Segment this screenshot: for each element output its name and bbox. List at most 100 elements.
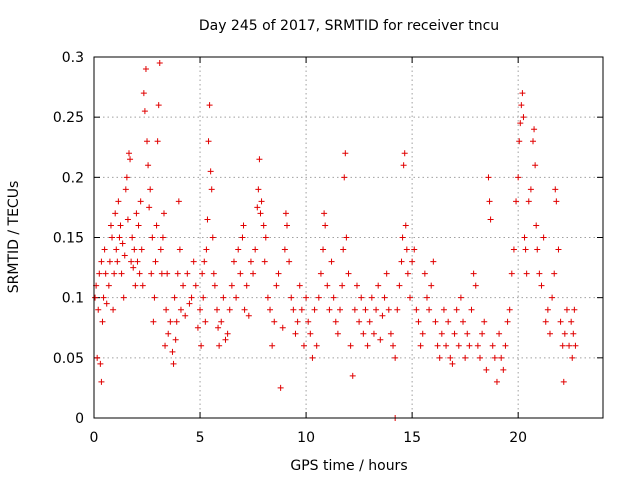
data-point xyxy=(131,246,138,253)
data-point xyxy=(220,294,227,301)
data-point xyxy=(281,246,288,253)
data-point xyxy=(116,234,123,241)
data-point xyxy=(515,174,522,181)
y-tick-label: 0.2 xyxy=(62,170,84,186)
data-point xyxy=(118,270,125,277)
data-point xyxy=(127,156,134,163)
data-point xyxy=(309,354,316,361)
data-point xyxy=(119,240,126,247)
data-point xyxy=(210,270,217,277)
data-point xyxy=(460,318,467,325)
data-point xyxy=(120,294,127,301)
data-point xyxy=(486,198,493,205)
data-point xyxy=(561,330,568,337)
data-point xyxy=(233,294,240,301)
data-point xyxy=(403,246,410,253)
data-point xyxy=(540,234,547,241)
data-point xyxy=(123,174,130,181)
data-point xyxy=(445,318,452,325)
data-point xyxy=(177,306,184,313)
data-point xyxy=(121,252,128,259)
data-point xyxy=(188,294,195,301)
data-point xyxy=(440,306,447,313)
data-point xyxy=(358,294,365,301)
data-point xyxy=(377,336,384,343)
data-point xyxy=(113,246,120,253)
data-point xyxy=(571,306,578,313)
data-point xyxy=(402,222,409,229)
data-point xyxy=(275,270,282,277)
data-point xyxy=(239,234,246,241)
data-point xyxy=(536,270,543,277)
data-point xyxy=(300,342,307,349)
data-point xyxy=(109,234,116,241)
data-point xyxy=(379,312,386,319)
data-point xyxy=(247,258,254,265)
data-point xyxy=(155,102,162,109)
data-point xyxy=(421,270,428,277)
data-point xyxy=(255,186,262,193)
y-tick-label: 0.3 xyxy=(62,50,84,66)
data-point xyxy=(381,294,388,301)
data-point xyxy=(476,354,483,361)
data-point xyxy=(235,246,242,253)
data-point xyxy=(154,138,161,145)
data-point xyxy=(124,216,131,223)
data-point xyxy=(324,282,331,289)
data-point xyxy=(157,246,164,253)
data-point xyxy=(95,306,102,313)
data-point xyxy=(385,306,392,313)
data-point xyxy=(522,246,529,253)
data-point xyxy=(112,210,119,217)
data-point xyxy=(419,330,426,337)
data-point xyxy=(438,330,445,337)
data-point xyxy=(128,258,135,265)
data-point xyxy=(122,186,129,193)
data-point xyxy=(245,312,252,319)
data-point xyxy=(538,282,545,289)
data-point xyxy=(399,234,406,241)
data-point xyxy=(138,246,145,253)
data-point xyxy=(197,306,204,313)
data-point xyxy=(373,306,380,313)
data-point xyxy=(132,282,139,289)
data-point xyxy=(423,294,430,301)
data-point xyxy=(252,246,259,253)
data-point xyxy=(241,306,248,313)
data-point xyxy=(279,324,286,331)
data-point xyxy=(398,258,405,265)
data-point xyxy=(500,366,507,373)
data-point xyxy=(170,360,177,367)
data-point xyxy=(258,198,265,205)
data-point xyxy=(271,318,278,325)
data-point xyxy=(140,90,147,97)
data-point xyxy=(470,270,477,277)
data-point xyxy=(92,294,99,301)
data-point xyxy=(243,282,250,289)
data-point xyxy=(549,294,556,301)
data-point xyxy=(99,318,106,325)
data-point xyxy=(102,270,109,277)
data-point xyxy=(200,294,207,301)
x-tick-label: 20 xyxy=(509,430,527,446)
data-point xyxy=(341,174,348,181)
data-point xyxy=(307,330,314,337)
data-point xyxy=(334,330,341,337)
data-point xyxy=(199,270,206,277)
data-point xyxy=(531,126,538,133)
data-point xyxy=(152,258,159,265)
data-point xyxy=(339,282,346,289)
data-point xyxy=(250,270,257,277)
data-point xyxy=(519,90,526,97)
data-point xyxy=(551,270,558,277)
data-point xyxy=(139,282,146,289)
data-point xyxy=(172,336,179,343)
x-tick-label: 0 xyxy=(90,430,99,446)
data-point xyxy=(330,294,337,301)
data-point xyxy=(455,342,462,349)
data-point xyxy=(156,60,163,67)
data-point xyxy=(560,378,567,385)
data-point xyxy=(277,384,284,391)
data-point xyxy=(572,342,579,349)
data-point xyxy=(570,330,577,337)
